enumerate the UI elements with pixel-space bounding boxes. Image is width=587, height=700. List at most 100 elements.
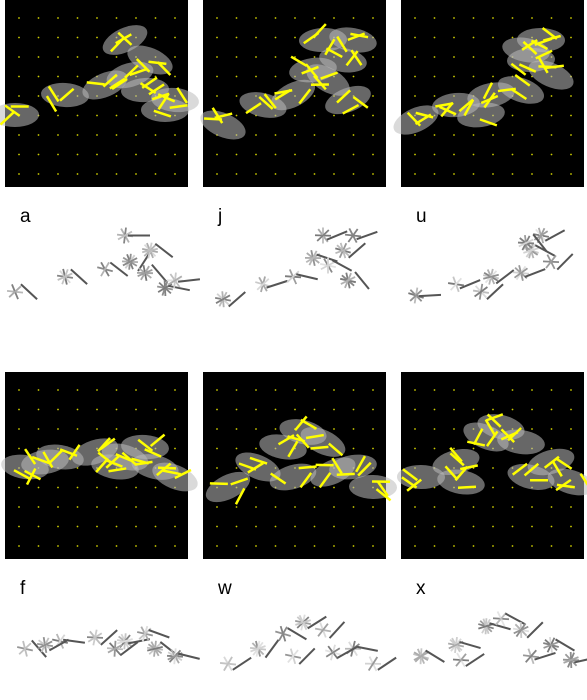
grid-dot [414,95,416,97]
grid-dot [216,56,218,58]
orientation-segment [541,26,558,40]
grid-dot [18,17,20,19]
grid-dot [255,525,257,528]
grid-dot [372,389,374,391]
glyph-stroke [513,625,529,635]
grid-dot [511,525,514,528]
grid-dot [135,525,137,528]
orientation-segment [298,88,312,105]
grid-dot [472,153,475,156]
grid-dot [255,17,257,19]
grid-dot [18,525,20,528]
glyph-stroke [109,261,129,277]
grid-dot [472,447,475,450]
glyph-stroke [518,238,534,248]
grid-dot [57,153,59,156]
grid-dot [115,153,118,156]
glyph-stroke [413,651,429,661]
grid-dot [453,428,455,430]
grid-dot [414,56,416,58]
orientation-segment [459,464,479,471]
grid-dot [550,408,553,411]
grid-dot [37,173,40,175]
orientation-segment [555,457,573,470]
grid-dot [453,408,455,411]
grid-dot [352,75,355,78]
orientation-segment [305,433,324,440]
orientation-segment [295,433,310,449]
grid-dot [313,56,316,58]
grid-dot [511,36,514,39]
grid-dot [76,134,79,136]
orientation-segment [486,413,502,428]
orientation-segment [48,449,64,464]
glyph-stroke [336,646,358,659]
grid-dot [472,173,475,175]
glyph-stroke [70,268,88,285]
orientation-segment [4,104,21,117]
grid-dot [216,506,218,508]
glyph-stroke [154,242,174,259]
grid-dot [294,173,296,175]
grid-dot [135,17,137,19]
hand-blob [91,454,139,480]
grid-dot [550,525,553,528]
grid-dot [255,506,257,508]
grid-dot [18,428,20,430]
grid-dot [414,506,416,508]
grid-dot [235,506,238,508]
grid-dot [372,56,374,58]
glyph-stroke [367,656,379,671]
grid-dot [96,56,98,58]
grid-dot [57,486,59,489]
grid-dot [472,134,475,136]
orientation-segment [249,456,268,465]
glyph-stroke [326,230,348,241]
glyph-stroke [142,247,158,254]
glyph-stroke [563,656,579,664]
grid-dot [550,114,553,117]
glyph-stroke [513,267,529,279]
orientation-segment [482,82,494,100]
grid-dot [96,389,98,391]
glyph-stroke [449,277,463,291]
grid-dot [550,428,553,430]
grid-dot [96,428,98,430]
grid-dot [531,408,533,411]
glyph-stroke [307,615,327,630]
grid-dot [531,389,533,391]
orientation-segment [435,102,454,108]
orientation-segment [139,82,157,94]
panel: a [0,0,201,300]
grid-dot [352,525,355,528]
grid-dot [135,173,137,175]
grid-dot [274,506,277,508]
grid-dot [235,153,238,156]
grid-dot [372,114,374,117]
grid-dot [433,428,436,430]
orientation-segment [277,434,295,446]
grid-dot [154,17,157,19]
grid-dot [352,173,355,175]
grid-dot [96,134,98,136]
grid-dot [76,486,79,489]
grid-dot [255,56,257,58]
grid-dot [76,506,79,508]
grid-dot [333,408,335,411]
grid-dot [96,525,98,528]
grid-dot [76,545,79,547]
grid-dot [255,173,257,175]
grid-dot [135,134,137,136]
grid-dot [18,153,20,156]
orientation-segment [230,477,249,486]
orientation-segment [299,472,313,489]
grid-dot [274,56,277,58]
orientation-segment [500,428,516,443]
grid-dot [216,545,218,547]
grid-dot [294,134,296,136]
grid-dot [255,447,257,450]
grid-dot [57,17,59,19]
grid-dot [154,525,157,528]
grid-dot [57,56,59,58]
grid-dot [414,408,416,411]
